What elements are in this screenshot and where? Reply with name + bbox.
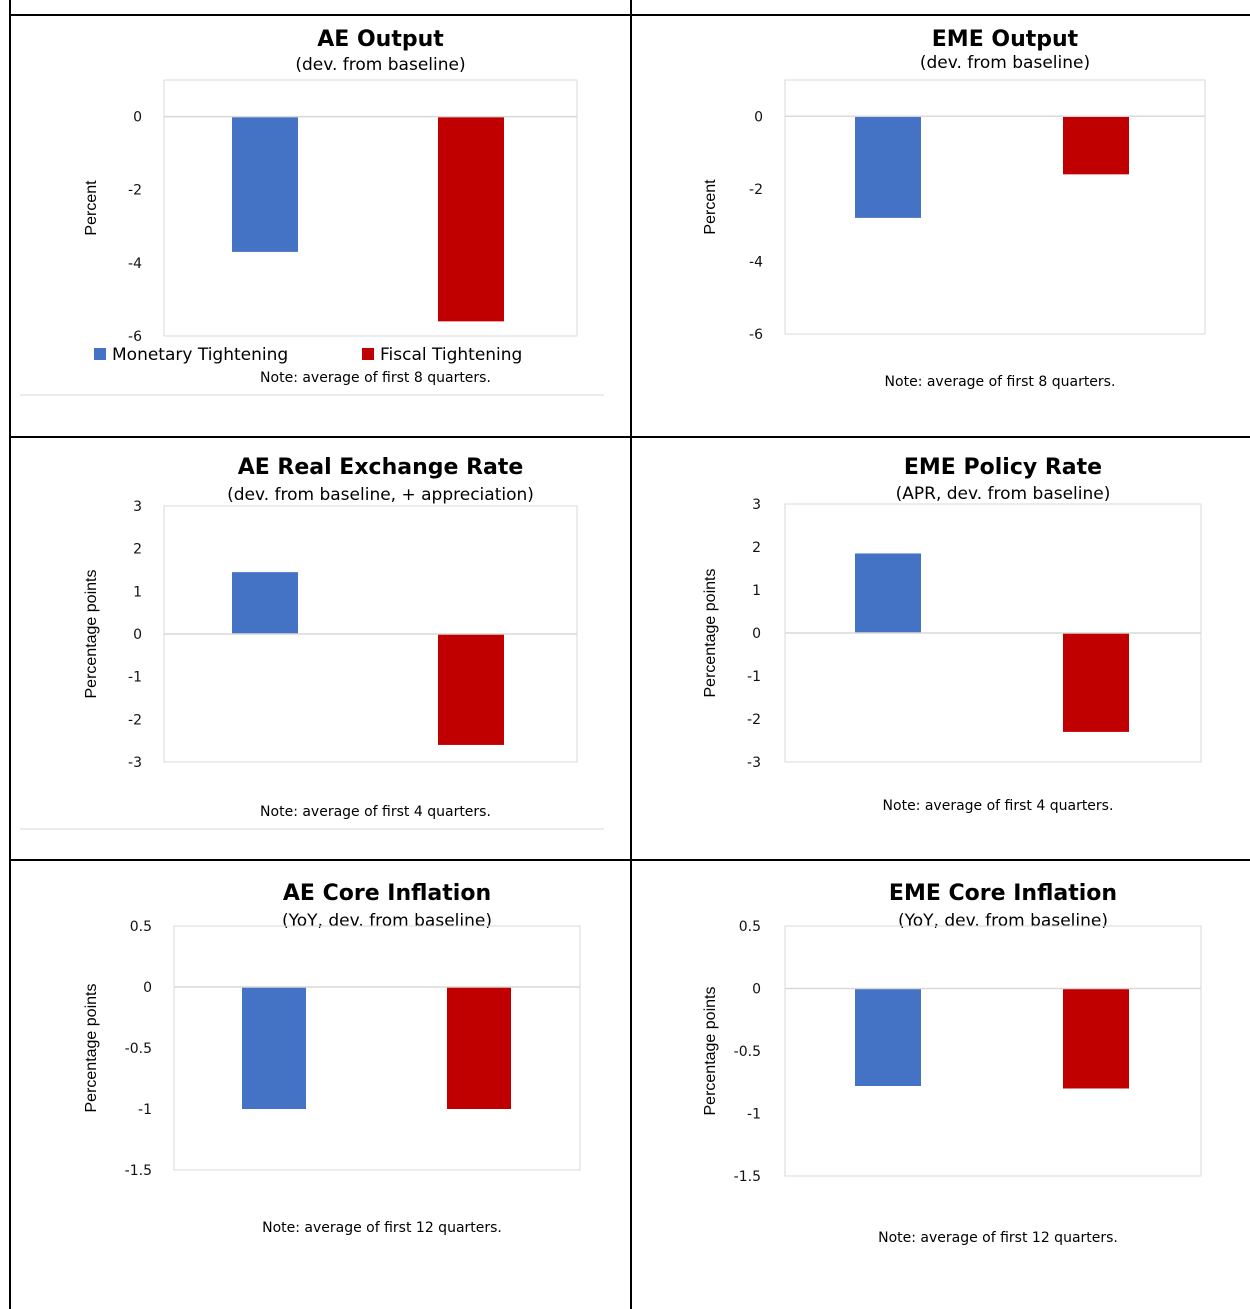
y-tick-label: 0.5 (130, 919, 152, 935)
bar-monetary-tightening (855, 116, 921, 218)
chart-eme-policy-rate: EME Policy Rate (APR, dev. from baseline)… (633, 442, 1250, 862)
y-tick-label: -2 (128, 183, 142, 199)
chart-subtitle: (dev. from baseline, + appreciation) (227, 485, 534, 505)
y-tick-label: -4 (749, 254, 763, 270)
y-tick-label: 2 (133, 542, 142, 558)
chart-note: Note: average of first 8 quarters. (260, 370, 491, 386)
y-tick-label: -2 (128, 712, 142, 728)
bar-fiscal-tightening (438, 116, 504, 322)
y-tick-label: -0.5 (734, 1044, 761, 1060)
y-axis-label: Percentage points (83, 570, 100, 699)
chart-svg: AE Real Exchange Rate (dev. from baseline… (20, 455, 604, 830)
legend-label-fiscal: Fiscal Tightening (380, 345, 522, 365)
chart-note: Note: average of first 8 quarters. (885, 374, 1116, 390)
chart-svg: EME Output(dev. from baseline) 0 -2 -4 -6 Per… (702, 27, 1206, 390)
chart-note: Note: average of first 12 quarters. (878, 1230, 1118, 1246)
bar-monetary-tightening (855, 553, 921, 633)
chart-note: Note: average of first 4 quarters. (260, 804, 491, 820)
chart-title: EME Policy Rate (904, 455, 1102, 480)
y-tick-label: -4 (128, 256, 142, 272)
chart-note: Note: average of first 4 quarters. (883, 798, 1114, 814)
bar-fiscal-tightening (1063, 988, 1129, 1089)
y-axis-label: Percentage points (702, 569, 719, 698)
y-tick-label: -1.5 (125, 1163, 152, 1179)
y-tick-label: 0 (752, 626, 761, 642)
plot-frame (784, 925, 1202, 1177)
chart-title: AE Output (317, 27, 444, 52)
y-tick-label: -6 (128, 329, 142, 345)
y-tick-label: -1 (747, 1107, 761, 1123)
y-tick-label: -3 (128, 755, 142, 771)
bar-monetary-tightening (242, 987, 306, 1109)
y-axis-label: Percentage points (702, 987, 719, 1116)
legend-swatch-fiscal (362, 348, 374, 360)
y-tick-label: 1 (133, 584, 142, 600)
y-tick-label: 2 (752, 540, 761, 556)
chart-subtitle: (APR, dev. from baseline) (896, 484, 1111, 504)
plot-frame (163, 79, 578, 337)
y-tick-label: -6 (749, 327, 763, 343)
chart-subtitle: (YoY, dev. from baseline) (282, 911, 492, 931)
y-tick-label: 0 (752, 982, 761, 998)
chart-title: EME Core Inflation (889, 881, 1117, 906)
y-axis-label: Percent (702, 179, 719, 235)
chart-eme-core-inflation: EME Core Inflation (YoY, dev. from baseli… (633, 866, 1250, 1286)
y-tick-label: -2 (749, 182, 763, 198)
chart-svg: EME Policy Rate (APR, dev. from baseline)… (702, 455, 1202, 814)
chart-ae-core-inflation: AE Core Inflation (YoY, dev. from baselin… (12, 866, 632, 1286)
chart-svg: AE Output (dev. from baseline) 0 -2 -4 -6 Perc… (20, 27, 604, 396)
plot-frame (784, 79, 1206, 335)
bar-fiscal-tightening (447, 987, 511, 1109)
chart-ae-output: AE Output (dev. from baseline) 0 -2 -4 -6 Perc… (12, 20, 632, 440)
y-tick-label: 1 (752, 583, 761, 599)
chart-ae-real-exchange-rate: AE Real Exchange Rate (dev. from baseline… (12, 442, 632, 862)
y-tick-label: 3 (133, 499, 142, 515)
chart-title: AE Real Exchange Rate (238, 455, 524, 480)
y-tick-label: -2 (747, 712, 761, 728)
y-tick-label: 0 (143, 980, 152, 996)
y-tick-label: 3 (752, 497, 761, 513)
y-tick-label: 0 (754, 109, 763, 125)
bar-fiscal-tightening (438, 634, 504, 745)
bar-monetary-tightening (232, 572, 298, 634)
chart-subtitle: (dev. from baseline) (295, 55, 465, 75)
y-tick-label: -1 (138, 1102, 152, 1118)
chart-svg: AE Core Inflation (YoY, dev. from baselin… (83, 881, 581, 1236)
chart-title: EME Output (932, 27, 1079, 52)
chart-svg: EME Core Inflation (YoY, dev. from baseli… (702, 881, 1202, 1246)
chart-subtitle: (YoY, dev. from baseline) (898, 911, 1108, 931)
legend-label-monetary: Monetary Tightening (112, 345, 288, 365)
y-tick-label: -0.5 (125, 1041, 152, 1057)
legend-swatch-monetary (94, 348, 106, 360)
y-tick-label: -1 (747, 669, 761, 685)
y-axis-label: Percent (83, 180, 100, 236)
y-tick-label: -1.5 (734, 1169, 761, 1185)
chart-note: Note: average of first 12 quarters. (262, 1220, 502, 1236)
y-tick-label: 0 (133, 627, 142, 643)
y-tick-label: 0 (133, 110, 142, 126)
bar-fiscal-tightening (1063, 116, 1129, 175)
bar-monetary-tightening (232, 116, 298, 252)
chart-title: AE Core Inflation (283, 881, 491, 906)
y-tick-label: -1 (128, 670, 142, 686)
y-axis-label: Percentage points (83, 984, 100, 1113)
y-tick-label: 0.5 (739, 919, 761, 935)
y-tick-label: -3 (747, 755, 761, 771)
chart-eme-output: EME Output (dev. from baseline) 0 -2 -4 -6 Per… (633, 20, 1250, 440)
chart-subtitle: (dev. from baseline) (920, 53, 1090, 73)
plot-frame (173, 925, 581, 1171)
bar-fiscal-tightening (1063, 633, 1129, 732)
bar-monetary-tightening (855, 988, 921, 1086)
